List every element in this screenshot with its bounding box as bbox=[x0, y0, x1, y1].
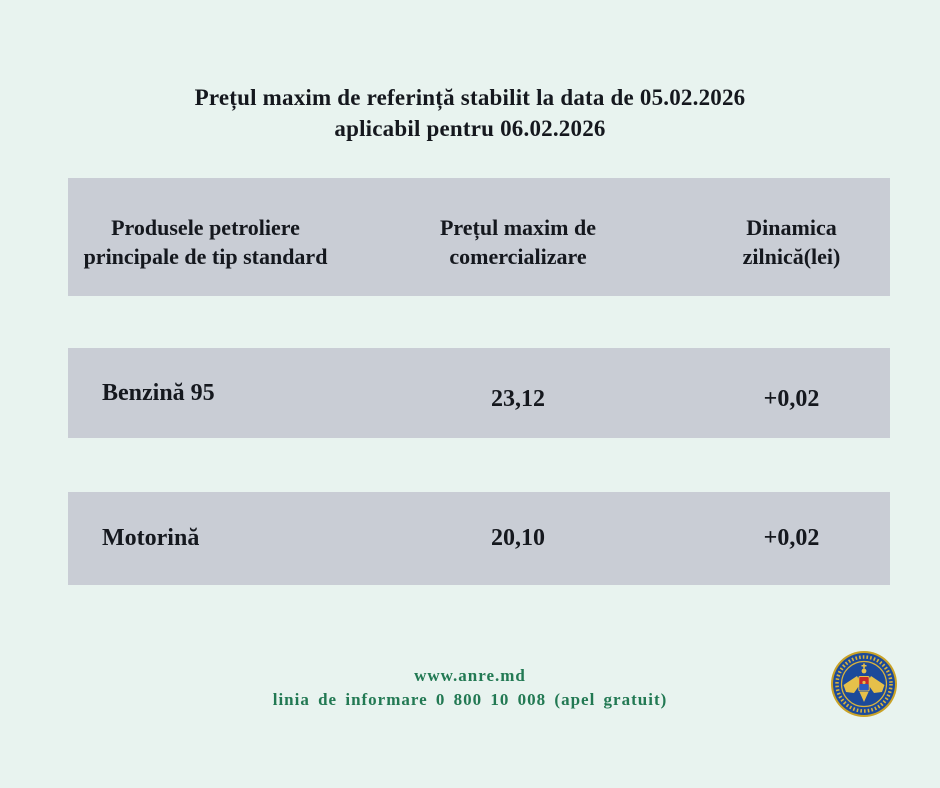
header-products: Produsele petroliere principale de tip s… bbox=[68, 178, 343, 296]
header-products-label: Produsele petroliere principale de tip s… bbox=[83, 215, 328, 269]
daily-dynamic-value: +0,02 bbox=[763, 525, 820, 551]
footer-website: www.anre.md bbox=[414, 666, 526, 685]
daily-dynamic-value: +0,02 bbox=[763, 385, 820, 412]
table-row: Benzină 95 23,12 +0,02 bbox=[68, 348, 890, 438]
header-daily-dynamic-label: Dinamica zilnică(lei) bbox=[742, 215, 841, 269]
header-max-price-label: Prețul maxim de comercializare bbox=[439, 215, 596, 269]
product-name: Benzină 95 bbox=[102, 379, 215, 406]
table-header-row: Produsele petroliere principale de tip s… bbox=[68, 178, 890, 296]
header-max-price: Prețul maxim de comercializare bbox=[343, 178, 693, 296]
footer-info-line: linia de informare 0 800 10 008 (apel gr… bbox=[272, 690, 668, 709]
header-daily-dynamic: Dinamica zilnică(lei) bbox=[693, 178, 890, 296]
product-name: Motorină bbox=[102, 525, 200, 551]
max-price-value: 20,10 bbox=[491, 525, 545, 551]
title-line-2: aplicabil pentru 06.02.2026 bbox=[334, 116, 606, 141]
footer: www.anre.md linia de informare 0 800 10 … bbox=[0, 664, 940, 712]
anre-moldova-seal-logo bbox=[830, 650, 898, 718]
title-line-1: Prețul maxim de referință stabilit la da… bbox=[194, 85, 746, 110]
state-seal-icon bbox=[831, 651, 897, 717]
max-price-value: 23,12 bbox=[491, 385, 545, 412]
table-row: Motorină 20,10 +0,02 bbox=[68, 492, 890, 585]
page-title: Prețul maxim de referință stabilit la da… bbox=[0, 82, 940, 144]
